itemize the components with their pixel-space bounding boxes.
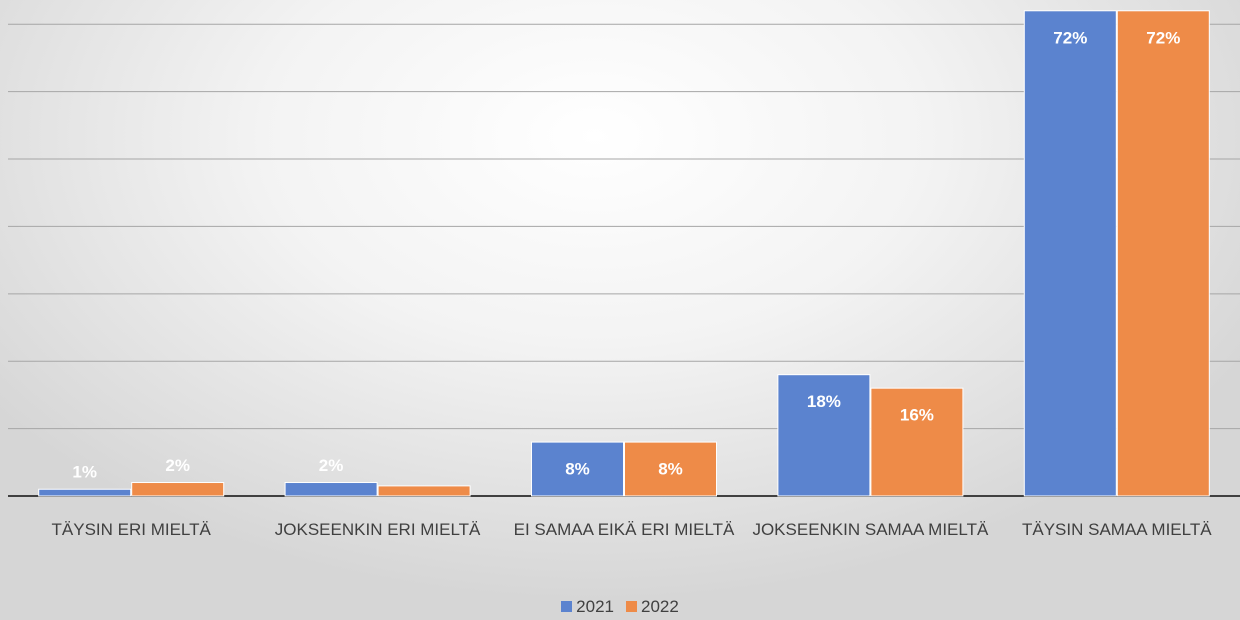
bar bbox=[38, 488, 132, 497]
data-label: 1% bbox=[72, 463, 97, 482]
legend-item: 2021 bbox=[561, 597, 614, 617]
bar bbox=[1023, 10, 1117, 497]
data-label: 72% bbox=[1146, 28, 1180, 47]
x-tick-label: JOKSEENKIN SAMAA MIELTÄ bbox=[752, 520, 989, 539]
legend-label: 2021 bbox=[576, 597, 614, 616]
legend-item: 2022 bbox=[626, 597, 679, 617]
x-tick-label: TÄYSIN SAMAA MIELTÄ bbox=[1022, 520, 1212, 539]
legend-label: 2022 bbox=[641, 597, 679, 616]
x-tick-label: JOKSEENKIN ERI MIELTÄ bbox=[274, 520, 481, 539]
legend-swatch bbox=[561, 601, 573, 612]
data-label: 8% bbox=[565, 460, 590, 479]
bar bbox=[870, 387, 964, 497]
data-label: 2% bbox=[319, 456, 344, 475]
bar bbox=[624, 441, 717, 497]
data-label: 16% bbox=[900, 406, 934, 425]
x-tick-label: EI SAMAA EIKÄ ERI MIELTÄ bbox=[513, 520, 735, 539]
bar bbox=[1116, 10, 1210, 497]
x-tick-label: TÄYSIN ERI MIELTÄ bbox=[51, 520, 211, 539]
bar bbox=[777, 374, 871, 497]
bar bbox=[284, 482, 378, 497]
legend: 2021 2022 bbox=[0, 597, 1240, 617]
bar bbox=[531, 441, 624, 497]
data-label: 2% bbox=[165, 456, 190, 475]
bar bbox=[131, 482, 225, 497]
data-label: 18% bbox=[807, 392, 841, 411]
legend-swatch bbox=[626, 601, 637, 612]
data-label: 8% bbox=[658, 460, 683, 479]
bar bbox=[377, 485, 471, 497]
data-label: 72% bbox=[1053, 28, 1087, 47]
